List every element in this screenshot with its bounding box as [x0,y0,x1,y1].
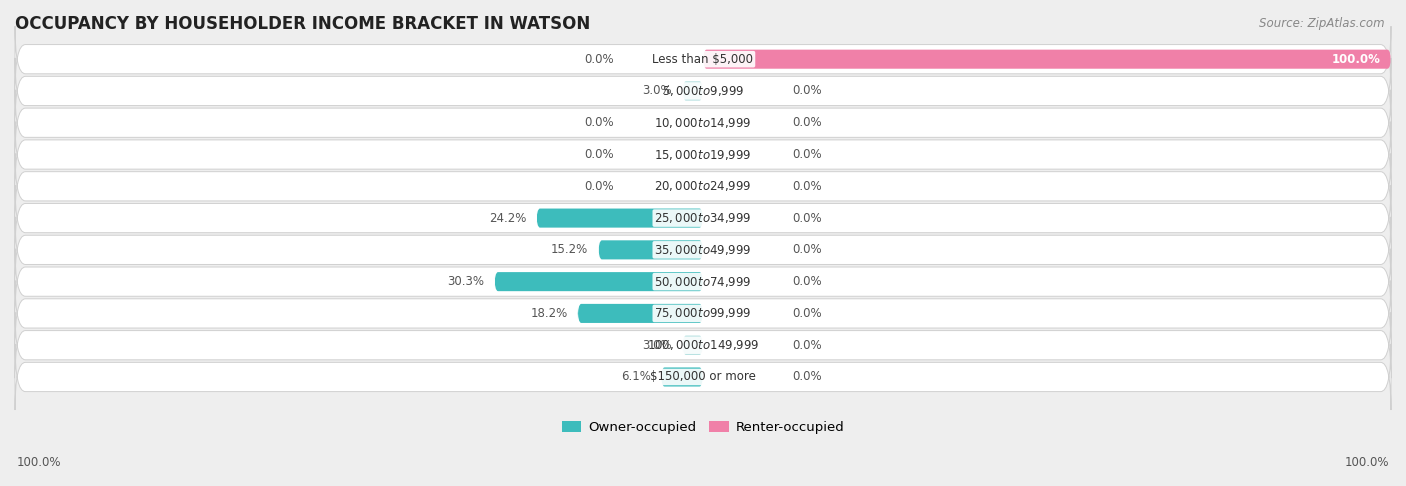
Text: $10,000 to $14,999: $10,000 to $14,999 [654,116,752,130]
FancyBboxPatch shape [703,50,1391,69]
FancyBboxPatch shape [661,367,703,386]
Text: 18.2%: 18.2% [530,307,568,320]
FancyBboxPatch shape [15,122,1391,188]
FancyBboxPatch shape [537,208,703,227]
Text: $35,000 to $49,999: $35,000 to $49,999 [654,243,752,257]
FancyBboxPatch shape [15,344,1391,410]
FancyBboxPatch shape [15,217,1391,283]
Text: 0.0%: 0.0% [793,307,823,320]
Text: 3.0%: 3.0% [643,339,672,352]
Text: $20,000 to $24,999: $20,000 to $24,999 [654,179,752,193]
Text: 100.0%: 100.0% [1331,52,1381,66]
FancyBboxPatch shape [15,153,1391,219]
Text: 100.0%: 100.0% [17,456,62,469]
Text: OCCUPANCY BY HOUSEHOLDER INCOME BRACKET IN WATSON: OCCUPANCY BY HOUSEHOLDER INCOME BRACKET … [15,15,591,33]
FancyBboxPatch shape [578,304,703,323]
Text: 0.0%: 0.0% [583,52,613,66]
Text: 0.0%: 0.0% [793,243,823,256]
FancyBboxPatch shape [682,82,703,101]
FancyBboxPatch shape [15,312,1391,378]
FancyBboxPatch shape [682,336,703,355]
FancyBboxPatch shape [15,185,1391,251]
Text: 0.0%: 0.0% [793,148,823,161]
Text: Less than $5,000: Less than $5,000 [652,52,754,66]
Text: 0.0%: 0.0% [583,180,613,193]
Legend: Owner-occupied, Renter-occupied: Owner-occupied, Renter-occupied [557,416,849,439]
FancyBboxPatch shape [15,58,1391,124]
Text: 100.0%: 100.0% [1344,456,1389,469]
Text: Source: ZipAtlas.com: Source: ZipAtlas.com [1260,17,1385,30]
Text: $5,000 to $9,999: $5,000 to $9,999 [662,84,744,98]
FancyBboxPatch shape [495,272,703,291]
Text: $15,000 to $19,999: $15,000 to $19,999 [654,148,752,161]
Text: 3.0%: 3.0% [643,85,672,98]
Text: 0.0%: 0.0% [793,180,823,193]
Text: 30.3%: 30.3% [447,275,484,288]
Text: 0.0%: 0.0% [793,211,823,225]
Text: 0.0%: 0.0% [583,148,613,161]
Text: 0.0%: 0.0% [583,116,613,129]
FancyBboxPatch shape [15,248,1391,315]
Text: 0.0%: 0.0% [793,370,823,383]
Text: 24.2%: 24.2% [489,211,526,225]
FancyBboxPatch shape [599,240,703,260]
Text: $25,000 to $34,999: $25,000 to $34,999 [654,211,752,225]
Text: 15.2%: 15.2% [551,243,588,256]
Text: 0.0%: 0.0% [793,116,823,129]
Text: $75,000 to $99,999: $75,000 to $99,999 [654,306,752,320]
Text: 0.0%: 0.0% [793,339,823,352]
Text: 6.1%: 6.1% [621,370,651,383]
Text: $150,000 or more: $150,000 or more [650,370,756,383]
Text: 0.0%: 0.0% [793,85,823,98]
Text: 0.0%: 0.0% [793,275,823,288]
Text: $50,000 to $74,999: $50,000 to $74,999 [654,275,752,289]
FancyBboxPatch shape [15,90,1391,156]
FancyBboxPatch shape [15,280,1391,347]
FancyBboxPatch shape [15,26,1391,92]
Text: $100,000 to $149,999: $100,000 to $149,999 [647,338,759,352]
